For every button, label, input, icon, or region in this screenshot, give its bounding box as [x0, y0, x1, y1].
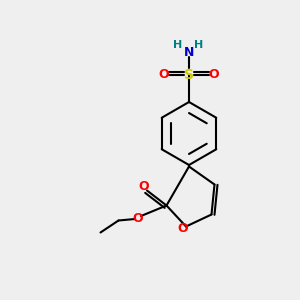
Text: N: N	[184, 46, 194, 59]
Text: O: O	[178, 221, 188, 235]
Text: O: O	[159, 68, 170, 82]
Text: H: H	[194, 40, 203, 50]
Text: O: O	[139, 180, 149, 194]
Text: H: H	[173, 40, 182, 50]
Text: O: O	[208, 68, 219, 82]
Text: O: O	[133, 212, 143, 225]
Text: S: S	[184, 68, 194, 82]
